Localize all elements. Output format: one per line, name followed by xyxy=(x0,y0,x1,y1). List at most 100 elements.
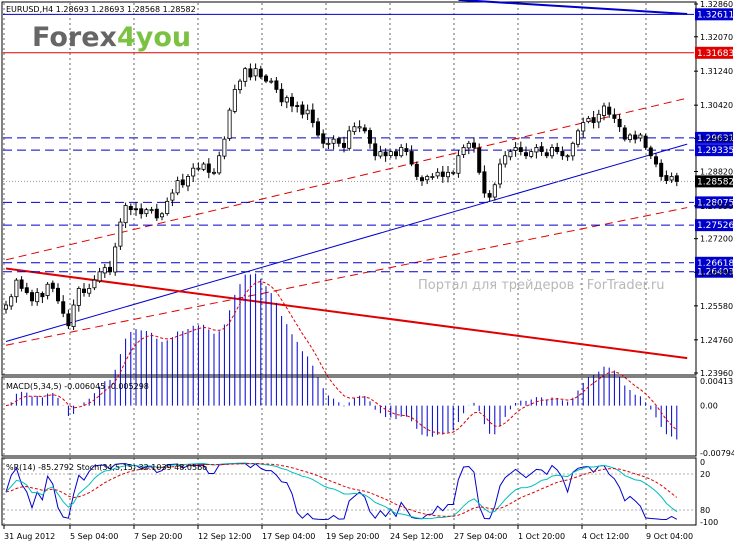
level-label-box xyxy=(695,131,733,144)
candle-body xyxy=(71,304,76,327)
candle-body xyxy=(362,127,367,132)
candle-body xyxy=(180,179,185,186)
time-tick-label: 7 Sep 20:00 xyxy=(134,532,182,541)
level-label-box xyxy=(695,196,733,209)
main-price-panel[interactable] xyxy=(1,1,697,376)
candle-body xyxy=(451,171,456,174)
candle-body xyxy=(669,176,674,181)
candle-body xyxy=(518,147,523,152)
candle-body xyxy=(539,146,544,153)
level-label: 1.29335 xyxy=(697,146,734,156)
candle-body xyxy=(373,143,378,157)
candle-body xyxy=(76,288,81,306)
candle-body xyxy=(461,147,466,155)
candle-body xyxy=(321,133,326,144)
candle-body xyxy=(108,266,113,273)
candle-body xyxy=(92,279,97,289)
watermark: Портал для трейдеров · ForTrader.ru xyxy=(418,278,665,293)
level-label-box xyxy=(695,265,733,278)
price-axis: 1.32860 1.32070 1.31240 1.30420 1.29620 1.288… xyxy=(694,0,733,378)
candle-body xyxy=(336,138,341,144)
candle-body xyxy=(191,167,196,177)
price-tick-label: 1.29620 xyxy=(700,134,733,143)
level-label: 1.27526 xyxy=(697,221,734,231)
candle-body xyxy=(139,208,144,215)
candle-body xyxy=(628,134,633,140)
svg-text:Forex4you: Forex4you xyxy=(32,22,191,53)
candlesticks xyxy=(4,63,679,331)
candle-body xyxy=(648,147,653,157)
candle-body xyxy=(305,109,310,115)
candle-body xyxy=(243,68,248,82)
candle-body xyxy=(529,151,534,157)
candle-body xyxy=(175,180,180,194)
macd-tick-label: 0.00 xyxy=(700,402,718,411)
candle-body xyxy=(295,105,300,107)
candle-body xyxy=(258,68,263,78)
price-tick-label: 1.30420 xyxy=(700,101,733,110)
candle-body xyxy=(399,147,404,157)
price-tick-label: 1.28820 xyxy=(700,168,733,177)
price-tick-label: 1.32070 xyxy=(700,33,733,42)
trendlines xyxy=(5,0,688,360)
time-axis: 31 Aug 2012 5 Sep 04:00 7 Sep 20:00 12 Sep … xyxy=(3,525,693,541)
candle-body xyxy=(211,171,216,174)
price-tick-label: 1.27990 xyxy=(700,202,733,211)
time-tick-label: 17 Sep 04:00 xyxy=(262,532,315,541)
candle-body xyxy=(607,106,612,115)
candle-body xyxy=(206,163,211,173)
candle-body xyxy=(40,292,45,298)
osc-tick-label: 80 xyxy=(700,506,710,515)
candle-body xyxy=(113,246,118,273)
candle-body xyxy=(61,301,66,314)
candle-body xyxy=(300,104,305,115)
candle-body xyxy=(492,184,497,198)
candle-body xyxy=(56,287,61,302)
candle-body xyxy=(477,147,482,173)
candle-body xyxy=(310,109,315,123)
level-label: 1.26618 xyxy=(697,259,734,269)
candle-body xyxy=(352,126,357,133)
candle-body xyxy=(154,208,159,219)
candle-body xyxy=(19,279,24,289)
candle-body xyxy=(471,142,476,148)
osc-tick-label: 20 xyxy=(700,470,710,479)
oscillator-lines: 0 20 80 -100 xyxy=(3,458,718,527)
candle-body xyxy=(196,167,201,170)
candle-body xyxy=(222,138,227,157)
candle-body xyxy=(576,130,581,145)
candle-body xyxy=(326,142,331,145)
candle-body xyxy=(466,142,471,149)
candle-body xyxy=(586,118,591,123)
stoch-main-line xyxy=(5,462,678,520)
level-label: 1.26403 xyxy=(697,268,734,278)
level-label-box xyxy=(695,8,733,21)
candle-body xyxy=(123,205,128,224)
candle-body xyxy=(555,146,560,153)
candle-body xyxy=(82,288,87,293)
candle-body xyxy=(581,122,586,132)
time-tick-label: 12 Sep 12:00 xyxy=(198,532,251,541)
level-label: 1.31683 xyxy=(697,49,734,59)
candle-body xyxy=(602,105,607,116)
candle-body xyxy=(596,113,601,123)
candle-body xyxy=(279,88,284,103)
price-tick-label: 1.23960 xyxy=(700,369,733,378)
candle-body xyxy=(654,156,659,165)
level-label: 1.32611 xyxy=(697,10,734,20)
candle-body xyxy=(612,114,617,119)
time-tick-label: 19 Sep 20:00 xyxy=(326,532,379,541)
macd-tick-label: 0.00413 xyxy=(700,377,733,386)
candle-body xyxy=(185,176,190,187)
candle-body xyxy=(393,151,398,157)
macd-panel[interactable] xyxy=(1,376,697,457)
trendline xyxy=(5,267,688,360)
time-tick-label: 31 Aug 2012 xyxy=(4,532,55,541)
osc-tick-label: -100 xyxy=(700,518,718,527)
candle-body xyxy=(165,200,170,214)
candle-body xyxy=(4,304,9,310)
trendline xyxy=(458,0,688,15)
candle-body xyxy=(445,171,450,178)
candle-body xyxy=(284,97,289,103)
